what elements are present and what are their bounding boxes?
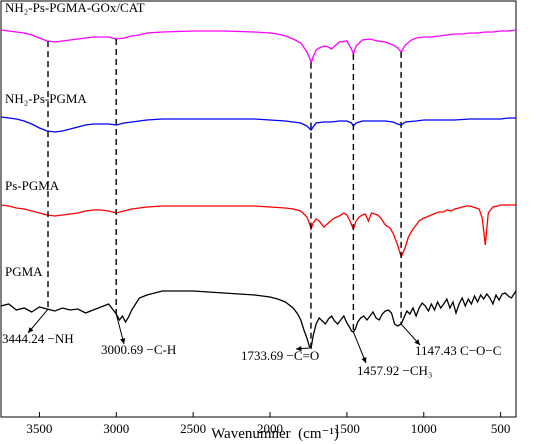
x-tick-label-1000: 1000 (411, 421, 437, 436)
annotation-label-1: 3444.24 −NH (2, 331, 74, 346)
x-axis-label: Wavenumner (cm⁻¹) (211, 426, 339, 442)
series-label-4: PGMA (5, 264, 43, 279)
series-line-1 (0, 29, 517, 66)
x-tick-label-2500: 2500 (180, 421, 206, 436)
series-label-1: NH₂-Ps-PGMA-GOx/CAT (5, 0, 145, 15)
plot-frame (0, 0, 517, 418)
series-layer (0, 29, 517, 350)
x-tick-label-500: 500 (491, 421, 511, 436)
x-axis: 3500 3000 2500 2000 1500 1000 500 (26, 412, 510, 436)
annotation-arrowhead-1 (28, 327, 34, 333)
annotation-label-2: 3000.69 −C-H (101, 342, 176, 357)
guide-layer (47, 38, 402, 348)
annotation-arrow-4 (352, 331, 367, 364)
annotation-label-3: 1733.69 −C=O (241, 348, 319, 363)
series-label-3: Ps-PGMA (5, 178, 60, 193)
annotation-label-5: 1147.43 C−O−C (415, 343, 501, 358)
series-line-2 (0, 116, 516, 133)
series-labels: NH₂-Ps-PGMA-GOx/CAT NH₂-Ps-PGMA Ps-PGMA PGM… (5, 0, 145, 279)
annotation-arrowhead-5 (414, 339, 420, 345)
x-tick-label-3000: 3000 (103, 421, 129, 436)
peak-annotations: 3444.24 −NH 3000.69 −C-H 1733.69 −C=O 1457.… (2, 308, 501, 378)
x-tick-label-1500: 1500 (334, 421, 360, 436)
series-label-2: NH₂-Ps-PGMA (5, 91, 87, 106)
series-line-4 (0, 290, 517, 350)
annotation-label-4: 1457.92 −CH₃ (357, 363, 432, 378)
annotation-arrowhead-3 (296, 346, 302, 352)
annotation-arrowhead-4 (361, 357, 367, 363)
x-tick-label-3500: 3500 (26, 421, 52, 436)
series-line-3 (0, 204, 516, 259)
annotation-arrowhead-2 (120, 338, 126, 344)
x-tick-label-2000: 2000 (257, 421, 283, 436)
